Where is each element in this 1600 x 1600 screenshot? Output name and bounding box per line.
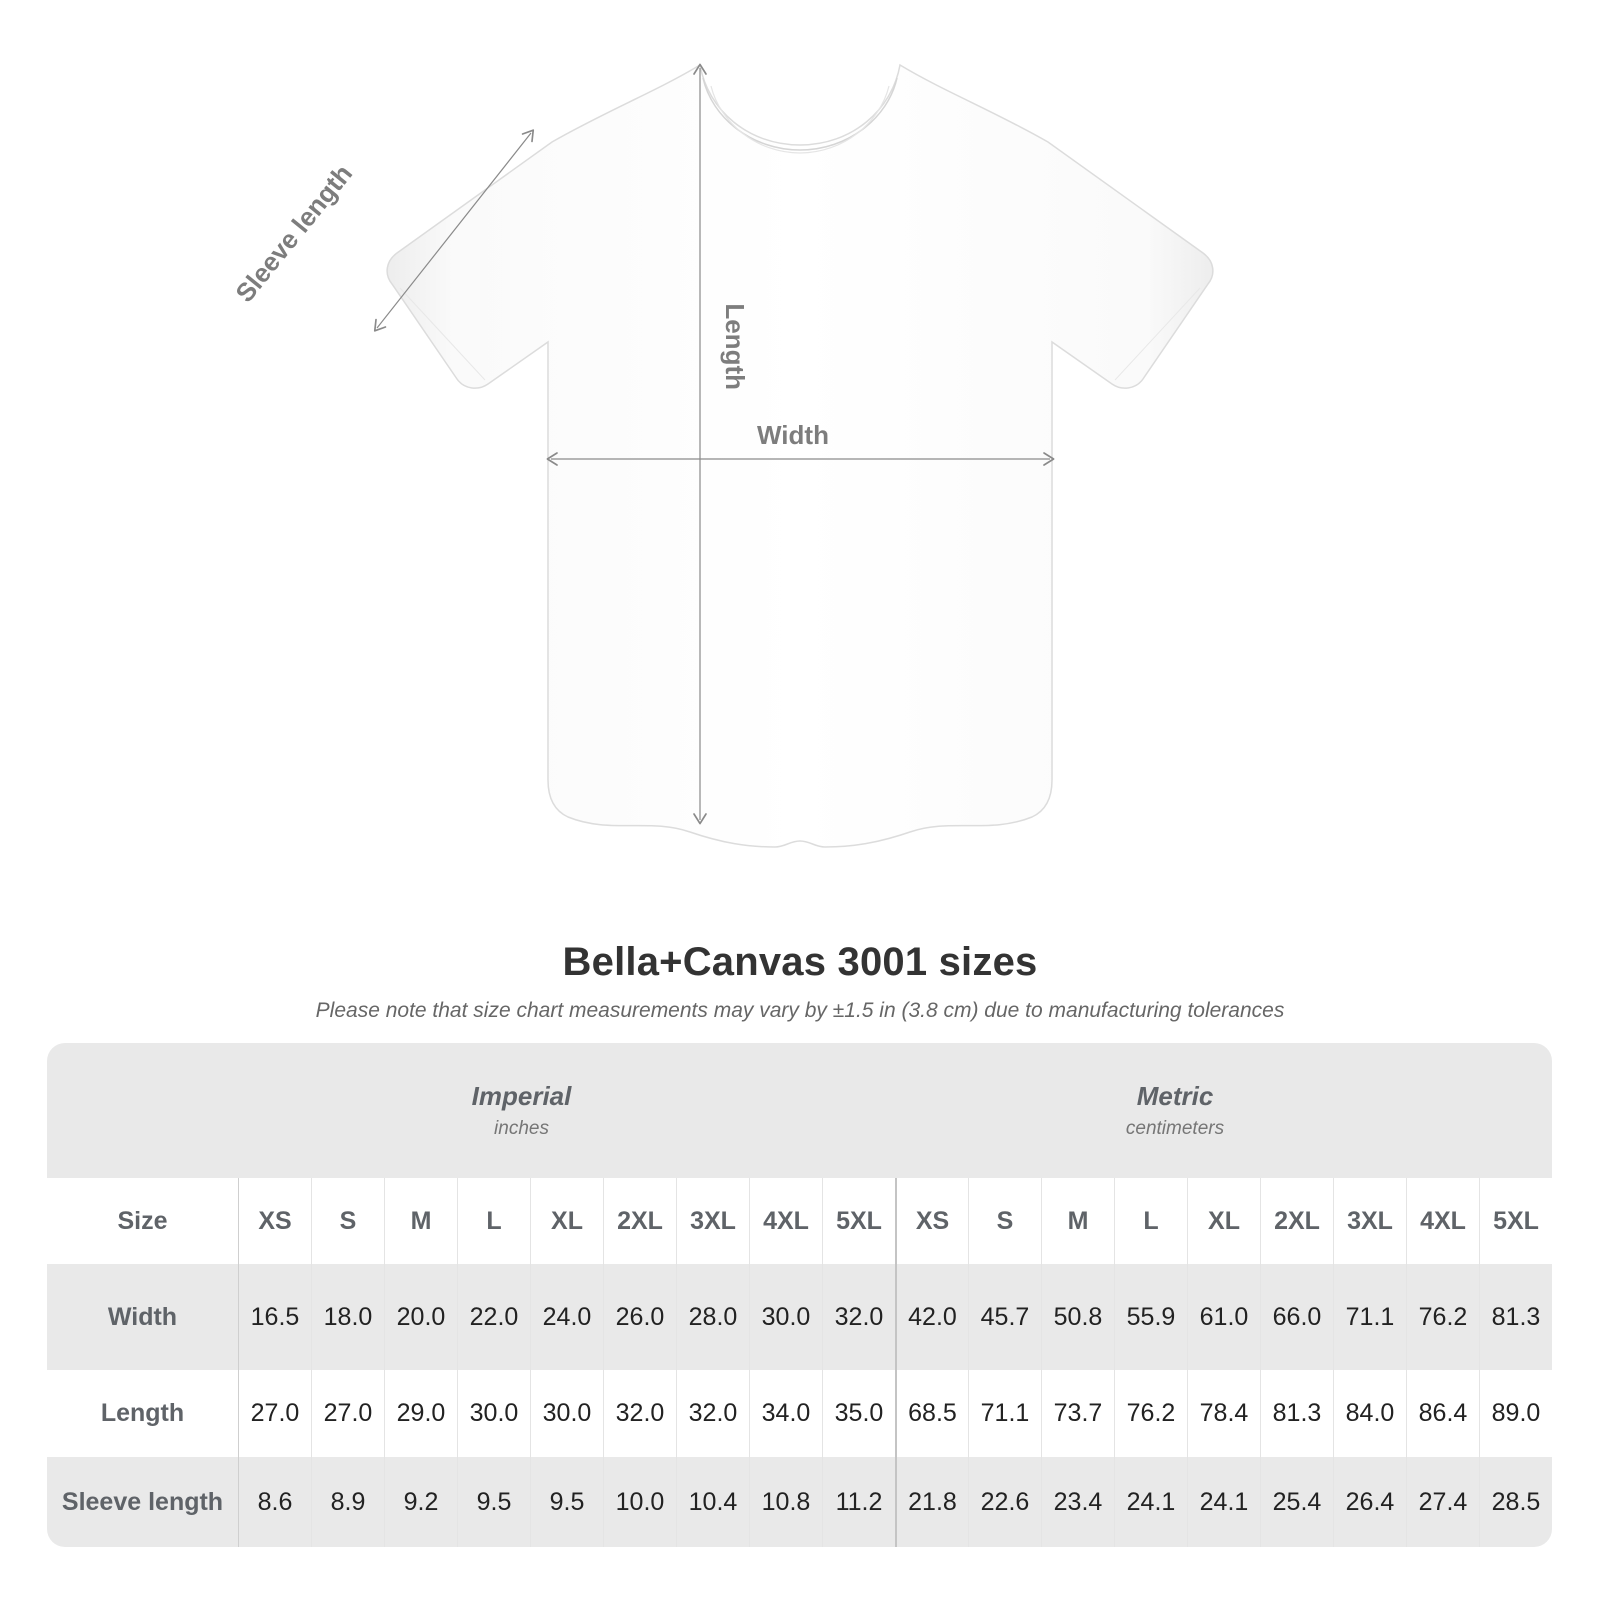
svg-text:Length: Length [720,303,750,390]
svg-text:Width: Width [757,420,829,450]
svg-text:Sleeve length: Sleeve length [229,159,358,308]
